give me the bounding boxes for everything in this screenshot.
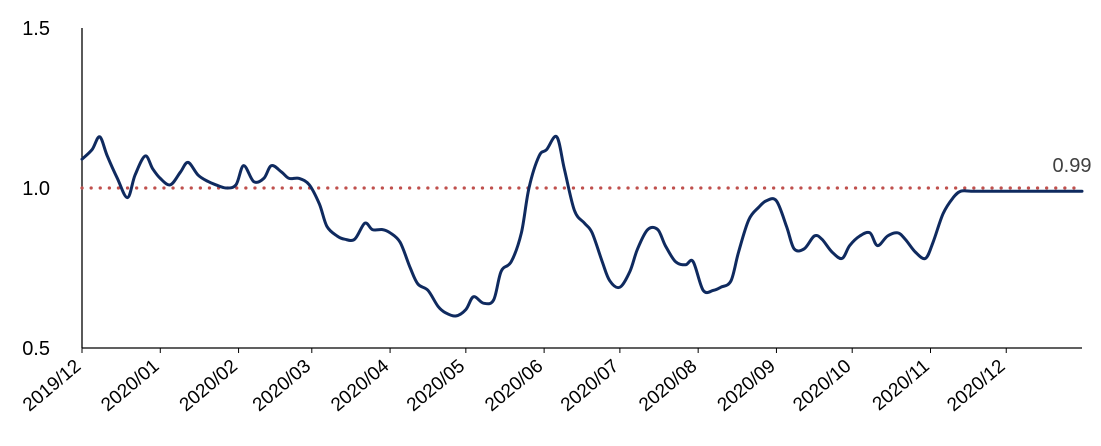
x-tick-label: 2020/04 <box>327 355 393 416</box>
x-tick-label: 2020/11 <box>869 356 934 415</box>
x-tick-label: 2020/12 <box>943 356 1009 416</box>
x-tick-label: 2020/10 <box>789 356 855 416</box>
x-tick-label: 2019/12 <box>19 356 85 416</box>
last-value-label: 0.99 <box>1053 155 1092 177</box>
x-tick-label: 2020/05 <box>403 356 469 416</box>
series-line <box>80 134 1084 318</box>
y-tick-label: 0.5 <box>22 338 50 360</box>
axes <box>81 28 1082 353</box>
x-tick-label: 2020/08 <box>635 356 701 416</box>
x-tick-label: 2020/06 <box>481 356 547 416</box>
x-tick-label: 2020/07 <box>557 356 623 416</box>
y-tick-label: 1.0 <box>22 178 50 200</box>
x-tick-label: 2020/01 <box>97 356 163 416</box>
series-group <box>80 134 1084 318</box>
x-tick-label: 2020/03 <box>249 356 315 416</box>
x-tick-label: 2020/09 <box>714 356 780 416</box>
y-tick-label: 1.5 <box>22 18 50 40</box>
x-tick-label: 2020/02 <box>176 356 242 416</box>
